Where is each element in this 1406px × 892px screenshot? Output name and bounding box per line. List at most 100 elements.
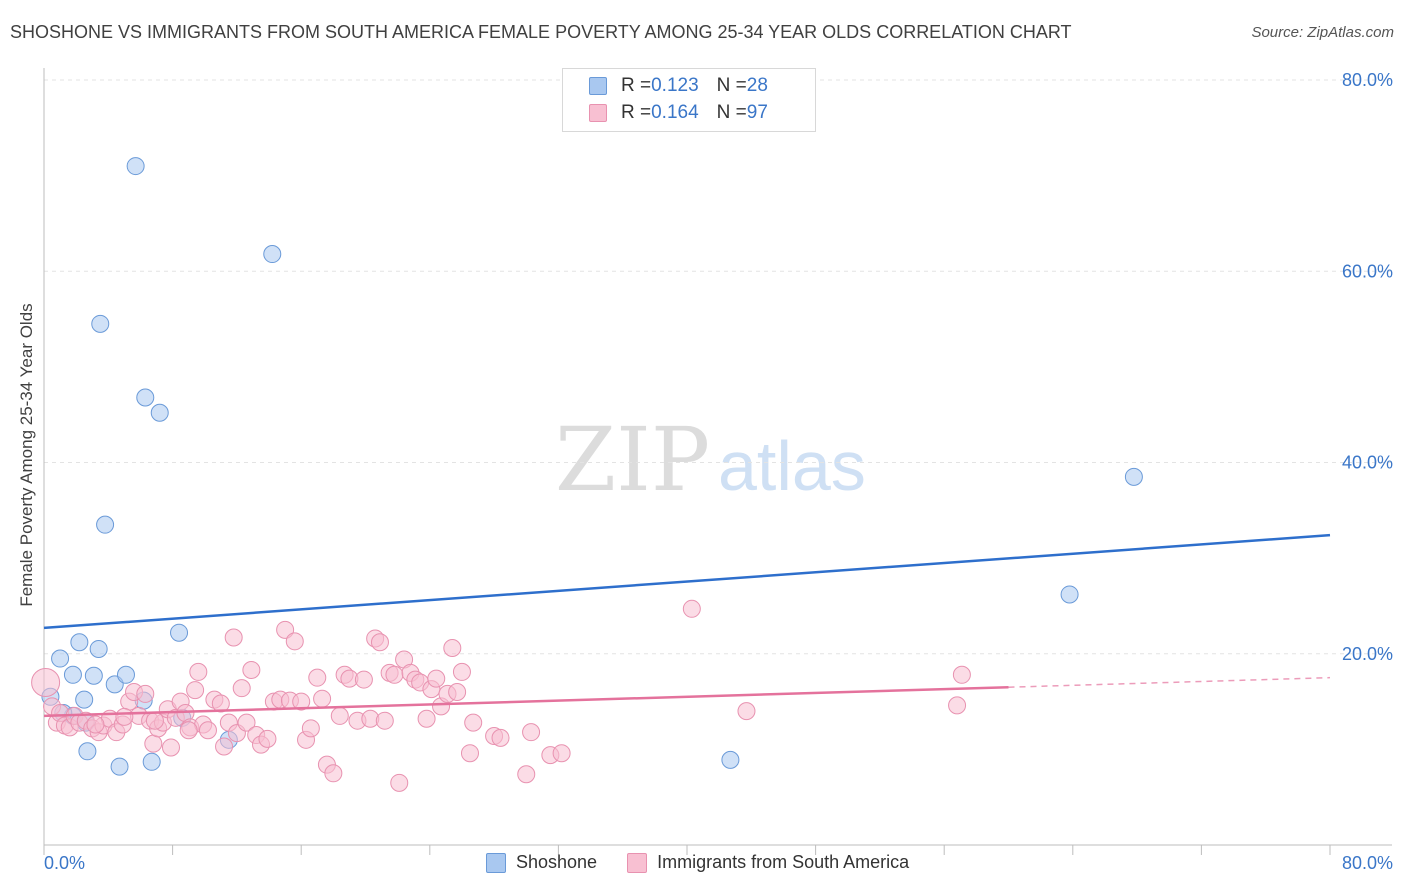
legend-row-shoshone: R = 0.123 N = 28 bbox=[589, 73, 768, 99]
immigrants-point bbox=[682, 599, 701, 618]
immigrants-point bbox=[460, 744, 479, 763]
immigrants-point bbox=[161, 738, 180, 757]
immigrants-point bbox=[385, 665, 404, 684]
n-label: N = bbox=[716, 75, 747, 96]
x-tick-label: 0.0% bbox=[44, 853, 85, 873]
immigrants-point bbox=[189, 662, 208, 681]
immigrants-swatch bbox=[627, 852, 648, 873]
legend-label: Immigrants from South America bbox=[657, 852, 910, 872]
immigrants-point bbox=[330, 706, 349, 725]
shoshone-point bbox=[78, 742, 97, 761]
series-legend: Shoshone Immigrants from South America bbox=[486, 852, 939, 873]
immigrants-point bbox=[427, 669, 446, 688]
shoshone-point bbox=[116, 665, 135, 684]
immigrants-point bbox=[215, 737, 234, 756]
shoshone-point bbox=[136, 388, 155, 407]
shoshone-point bbox=[96, 515, 115, 534]
shoshone-point bbox=[126, 157, 145, 176]
r-value: 0.123 bbox=[651, 75, 699, 96]
immigrants-point bbox=[443, 639, 462, 658]
shoshone-point bbox=[75, 690, 94, 709]
shoshone-point bbox=[51, 649, 70, 668]
immigrants-point bbox=[115, 707, 134, 726]
immigrants-point bbox=[375, 711, 394, 730]
immigrants-point bbox=[198, 721, 217, 740]
immigrants-point bbox=[292, 692, 311, 711]
immigrants-point bbox=[136, 684, 155, 703]
legend-label: Shoshone bbox=[516, 852, 598, 872]
shoshone-point bbox=[84, 666, 103, 685]
immigrants-point bbox=[179, 721, 198, 740]
immigrants-point bbox=[86, 715, 105, 734]
immigrants-point bbox=[324, 764, 343, 783]
immigrants-point bbox=[186, 681, 205, 700]
watermark-zip: ZIP bbox=[555, 408, 710, 511]
source-label: Source: ZipAtlas.com bbox=[1251, 24, 1394, 41]
immigrants-point bbox=[491, 728, 510, 747]
immigrants-trend-line-extension bbox=[1008, 676, 1331, 688]
shoshone-point bbox=[170, 623, 189, 642]
immigrants-point bbox=[237, 713, 256, 732]
shoshone-point bbox=[142, 752, 161, 771]
shoshone-point bbox=[63, 665, 82, 684]
immigrants-point bbox=[301, 719, 320, 738]
r-label: R = bbox=[621, 102, 652, 123]
immigrants-point bbox=[308, 668, 327, 687]
y-tick-label: 80.0% bbox=[1342, 70, 1393, 90]
immigrants-point bbox=[224, 628, 243, 647]
immigrants-point bbox=[522, 723, 541, 742]
shoshone-point bbox=[89, 639, 108, 658]
r-value: 0.164 bbox=[651, 102, 699, 123]
watermark-atlas: atlas bbox=[718, 427, 866, 505]
immigrants-point bbox=[517, 765, 536, 784]
immigrants-point bbox=[285, 632, 304, 651]
immigrants-point bbox=[417, 709, 436, 728]
immigrants-point bbox=[370, 633, 389, 652]
immigrants-point bbox=[390, 773, 409, 792]
shoshone-point bbox=[91, 314, 110, 333]
immigrants-point bbox=[952, 665, 971, 684]
immigrants-point bbox=[232, 679, 251, 698]
immigrants-point bbox=[552, 744, 571, 763]
shoshone-swatch bbox=[486, 852, 506, 873]
shoshone-point bbox=[150, 403, 169, 422]
immigrants-trend-line bbox=[43, 685, 1009, 718]
y-tick-label: 60.0% bbox=[1342, 261, 1393, 281]
immigrants-point bbox=[948, 696, 967, 715]
immigrants-point bbox=[448, 683, 467, 701]
y-tick-label: 20.0% bbox=[1342, 644, 1393, 664]
shoshone-point bbox=[110, 757, 129, 776]
immigrants-point bbox=[242, 661, 261, 680]
immigrants-point bbox=[145, 711, 164, 730]
immigrants-point bbox=[31, 667, 61, 697]
x-tick-label: 80.0% bbox=[1342, 853, 1393, 873]
immigrants-point bbox=[276, 620, 295, 639]
immigrants-swatch bbox=[589, 104, 607, 122]
shoshone-point bbox=[1124, 467, 1143, 486]
immigrants-point bbox=[258, 729, 277, 748]
immigrants-point bbox=[211, 694, 230, 713]
shoshone-trend-line bbox=[43, 533, 1331, 630]
y-tick-label: 40.0% bbox=[1342, 453, 1393, 473]
chart-title: SHOSHONE VS IMMIGRANTS FROM SOUTH AMERIC… bbox=[10, 22, 1072, 42]
n-value: 97 bbox=[746, 102, 768, 123]
immigrants-point bbox=[313, 689, 332, 708]
shoshone-point bbox=[721, 750, 740, 769]
y-axis-title: Female Poverty Among 25-34 Year Olds bbox=[17, 303, 36, 607]
immigrants-point bbox=[452, 662, 471, 681]
legend-item-immigrants: Immigrants from South America bbox=[627, 852, 909, 873]
immigrants-point bbox=[354, 670, 373, 689]
legend-item-shoshone: Shoshone bbox=[486, 852, 597, 873]
immigrants-point bbox=[737, 702, 756, 721]
n-label: N = bbox=[716, 102, 747, 123]
correlation-legend: R = 0.123 N = 28 R = 0.164 N = 97 bbox=[562, 68, 816, 132]
shoshone-swatch bbox=[589, 77, 607, 95]
legend-row-immigrants: R = 0.164 N = 97 bbox=[589, 100, 768, 126]
n-value: 28 bbox=[746, 75, 768, 96]
shoshone-point bbox=[1060, 585, 1079, 604]
immigrants-point bbox=[464, 713, 483, 732]
shoshone-point bbox=[70, 633, 89, 652]
shoshone-point bbox=[263, 245, 282, 264]
immigrants-point bbox=[144, 734, 163, 753]
